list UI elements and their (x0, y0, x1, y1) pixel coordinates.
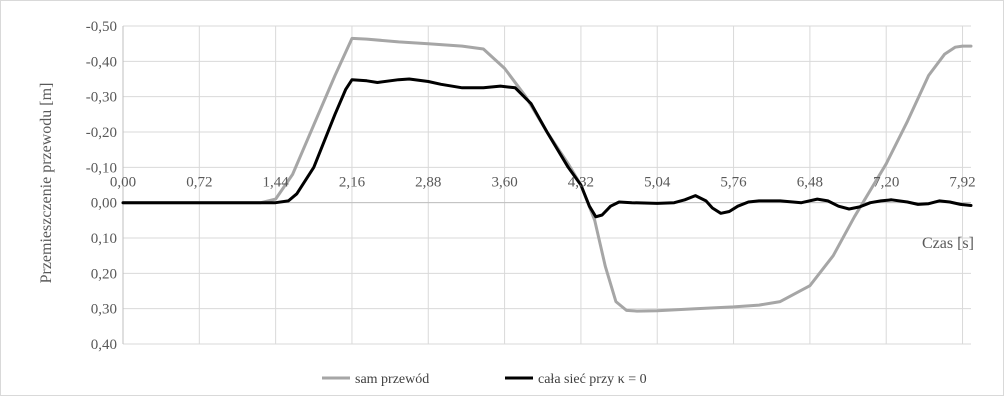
x-tick-label: 5,76 (720, 175, 747, 191)
y-tick-label: 0,00 (91, 196, 117, 212)
y-tick-label: 0,10 (91, 231, 117, 247)
x-tick-label: 3,60 (491, 175, 517, 191)
y-tick-label: 0,20 (91, 266, 117, 282)
axes (122, 26, 971, 344)
y-axis-title: Przemieszczenie przewodu [m] (38, 83, 55, 284)
x-tick-label: 5,04 (644, 175, 671, 191)
x-tick-label: 2,88 (415, 175, 441, 191)
y-tick-label: -0,10 (86, 160, 117, 176)
x-tick-label: 4,32 (568, 175, 594, 191)
x-tick-label: 7,20 (873, 175, 899, 191)
x-tick-label: 0,00 (110, 175, 136, 191)
y-tick-label: -0,30 (86, 90, 117, 106)
y-tick-label: -0,50 (86, 19, 117, 35)
x-tick-label: 0,72 (186, 175, 212, 191)
legend: sam przewód cała sieć przy κ = 0 (322, 372, 647, 387)
tick-labels: -0,50-0,40-0,30-0,20-0,100,000,100,200,3… (86, 19, 976, 353)
x-tick-label: 7,92 (949, 175, 975, 191)
legend-label-sam-przewod: sam przewód (355, 372, 429, 387)
series (121, 36, 973, 313)
y-tick-label: 0,40 (91, 337, 117, 353)
y-tick-label: 0,30 (91, 302, 117, 318)
y-tick-label: -0,20 (86, 125, 117, 141)
x-tick-label: 2,16 (339, 175, 366, 191)
legend-label-cala-siec: cała sieć przy κ = 0 (538, 372, 647, 387)
grid (122, 25, 971, 345)
x-tick-label: 6,48 (797, 175, 823, 191)
series-line-1 (121, 77, 973, 219)
y-tick-label: -0,40 (86, 54, 117, 70)
series-line-0 (121, 36, 973, 313)
x-axis-title: Czas [s] (922, 235, 974, 252)
x-tick-label: 1,44 (263, 175, 290, 191)
